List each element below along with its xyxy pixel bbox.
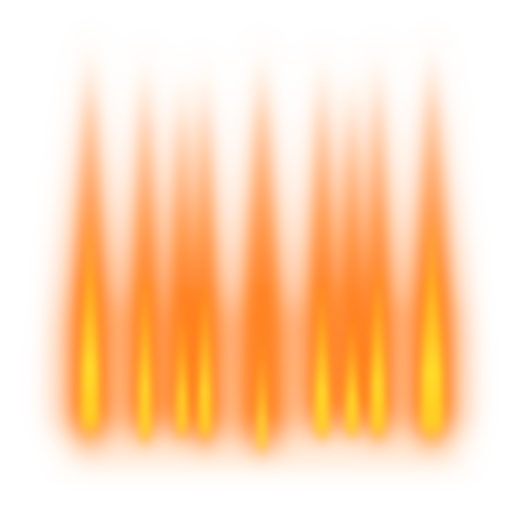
flame-4-core bbox=[199, 270, 211, 444]
flame-5-core bbox=[258, 330, 266, 456]
flame-2-body bbox=[130, 40, 160, 454]
flame-7-body bbox=[339, 60, 365, 445]
flame-4-body bbox=[191, 50, 219, 460]
flame-6-core bbox=[315, 270, 329, 444]
flame-5-body bbox=[242, 35, 282, 464]
flame-1-core bbox=[81, 200, 99, 441]
flame-3-core bbox=[177, 300, 187, 440]
flame-9-core bbox=[421, 200, 443, 446]
flame-core-layer bbox=[81, 200, 443, 456]
flame-8-body bbox=[364, 35, 392, 454]
flame-2-core bbox=[139, 250, 151, 448]
flame-7-core bbox=[346, 310, 358, 440]
flame-8-core bbox=[371, 250, 385, 443]
flame-3-body bbox=[169, 60, 195, 450]
flame-6-body bbox=[307, 40, 337, 450]
